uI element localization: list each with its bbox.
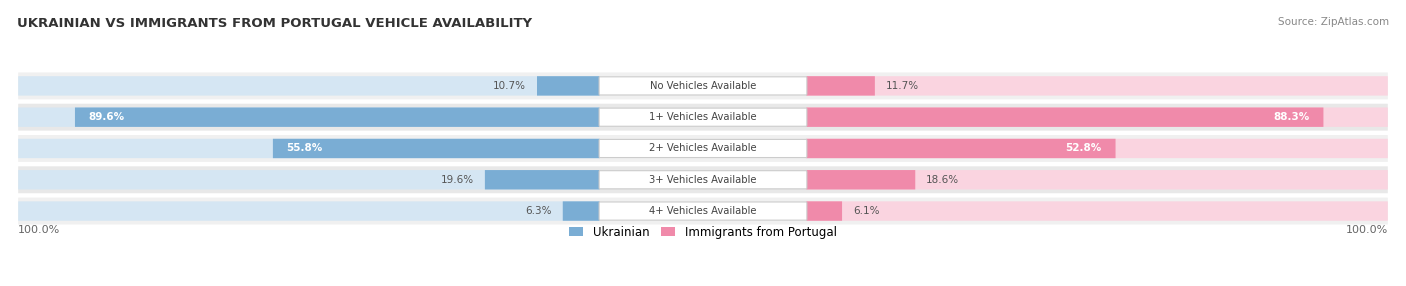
FancyBboxPatch shape	[807, 139, 1388, 158]
FancyBboxPatch shape	[599, 108, 807, 126]
FancyBboxPatch shape	[807, 170, 915, 189]
FancyBboxPatch shape	[75, 108, 599, 127]
FancyBboxPatch shape	[18, 139, 599, 158]
Text: 89.6%: 89.6%	[89, 112, 125, 122]
Text: 10.7%: 10.7%	[494, 81, 526, 91]
FancyBboxPatch shape	[18, 198, 1388, 225]
Text: 11.7%: 11.7%	[886, 81, 920, 91]
Text: 6.3%: 6.3%	[526, 206, 551, 216]
Text: 55.8%: 55.8%	[287, 144, 323, 154]
Text: 6.1%: 6.1%	[853, 206, 880, 216]
FancyBboxPatch shape	[537, 76, 599, 96]
FancyBboxPatch shape	[273, 139, 599, 158]
Text: UKRAINIAN VS IMMIGRANTS FROM PORTUGAL VEHICLE AVAILABILITY: UKRAINIAN VS IMMIGRANTS FROM PORTUGAL VE…	[17, 17, 531, 30]
FancyBboxPatch shape	[599, 202, 807, 220]
Text: Source: ZipAtlas.com: Source: ZipAtlas.com	[1278, 17, 1389, 27]
Text: 18.6%: 18.6%	[927, 175, 959, 185]
FancyBboxPatch shape	[18, 170, 599, 189]
Text: 3+ Vehicles Available: 3+ Vehicles Available	[650, 175, 756, 185]
FancyBboxPatch shape	[485, 170, 599, 189]
FancyBboxPatch shape	[599, 139, 807, 158]
FancyBboxPatch shape	[18, 76, 599, 96]
FancyBboxPatch shape	[18, 201, 599, 221]
FancyBboxPatch shape	[807, 76, 875, 96]
Text: 1+ Vehicles Available: 1+ Vehicles Available	[650, 112, 756, 122]
FancyBboxPatch shape	[18, 135, 1388, 162]
FancyBboxPatch shape	[18, 104, 1388, 131]
Text: 52.8%: 52.8%	[1066, 144, 1102, 154]
FancyBboxPatch shape	[807, 108, 1323, 127]
FancyBboxPatch shape	[599, 171, 807, 189]
Text: 19.6%: 19.6%	[440, 175, 474, 185]
FancyBboxPatch shape	[807, 139, 1115, 158]
Text: 100.0%: 100.0%	[1346, 225, 1388, 235]
FancyBboxPatch shape	[807, 201, 842, 221]
FancyBboxPatch shape	[807, 170, 1388, 189]
Text: 88.3%: 88.3%	[1274, 112, 1309, 122]
FancyBboxPatch shape	[18, 72, 1388, 99]
FancyBboxPatch shape	[807, 108, 1388, 127]
Text: 2+ Vehicles Available: 2+ Vehicles Available	[650, 144, 756, 154]
Legend: Ukrainian, Immigrants from Portugal: Ukrainian, Immigrants from Portugal	[564, 221, 842, 243]
FancyBboxPatch shape	[18, 166, 1388, 193]
FancyBboxPatch shape	[807, 76, 1388, 96]
Text: No Vehicles Available: No Vehicles Available	[650, 81, 756, 91]
FancyBboxPatch shape	[807, 201, 1388, 221]
FancyBboxPatch shape	[562, 201, 599, 221]
Text: 4+ Vehicles Available: 4+ Vehicles Available	[650, 206, 756, 216]
FancyBboxPatch shape	[599, 77, 807, 95]
FancyBboxPatch shape	[18, 108, 599, 127]
Text: 100.0%: 100.0%	[18, 225, 60, 235]
